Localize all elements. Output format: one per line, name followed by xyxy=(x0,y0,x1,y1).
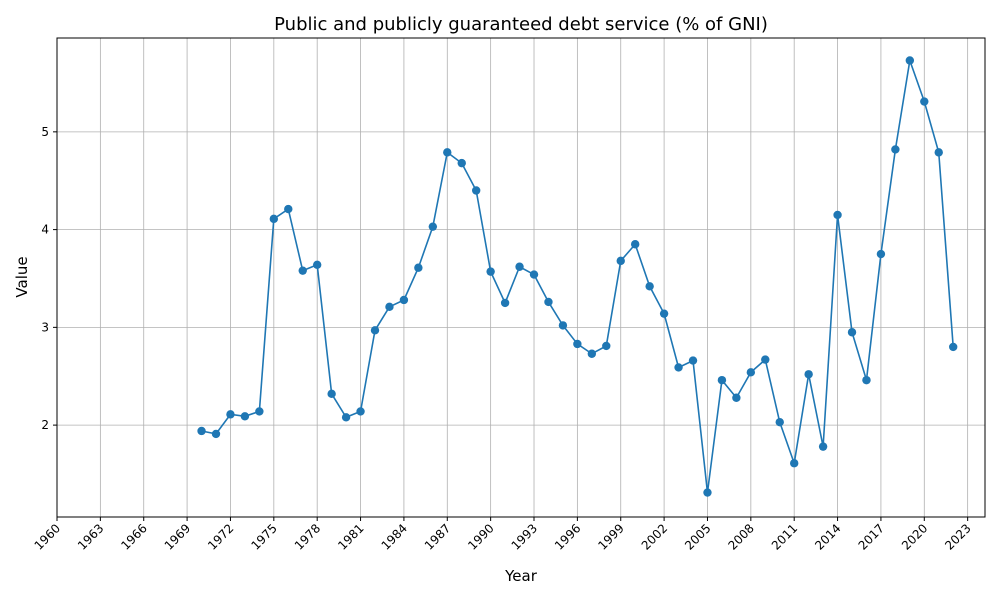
data-point xyxy=(197,426,206,436)
data-point xyxy=(298,266,307,275)
x-tick-label: 1963 xyxy=(75,521,106,552)
x-tick-label: 1975 xyxy=(248,521,279,552)
data-point xyxy=(833,210,842,220)
x-tick-label: 2008 xyxy=(725,521,756,552)
data-point xyxy=(486,267,495,276)
data-point xyxy=(587,349,597,358)
chart-title: Public and publicly guaranteed debt serv… xyxy=(274,14,768,35)
x-tick-label: 1996 xyxy=(552,521,583,552)
x-tick-label: 1981 xyxy=(335,521,366,552)
data-point xyxy=(905,56,915,65)
data-point xyxy=(341,413,351,422)
data-point xyxy=(226,410,235,419)
x-tick-label: 2017 xyxy=(856,521,887,552)
data-point xyxy=(515,262,524,271)
x-tick-label: 1987 xyxy=(422,521,453,552)
x-tick-label: 1984 xyxy=(379,521,410,552)
data-point xyxy=(356,407,365,416)
y-tick-label: 5 xyxy=(41,125,49,139)
data-point xyxy=(703,488,712,497)
grid-lines xyxy=(56,38,985,517)
data-point xyxy=(920,97,929,106)
data-point xyxy=(804,370,813,379)
data-point xyxy=(616,256,625,266)
data-point xyxy=(847,328,857,337)
x-tick-label: 1960 xyxy=(32,521,63,552)
data-point xyxy=(312,260,322,269)
x-tick-label: 2014 xyxy=(812,521,843,552)
data-point xyxy=(240,412,250,421)
y-tick-label: 3 xyxy=(41,320,49,334)
data-point xyxy=(717,375,727,385)
data-point xyxy=(529,270,539,279)
data-point xyxy=(891,145,900,154)
x-tick-label: 1969 xyxy=(162,521,193,552)
data-point xyxy=(790,459,799,468)
data-point xyxy=(674,363,683,372)
x-tick-label: 2023 xyxy=(942,521,973,552)
data-point xyxy=(573,339,582,349)
data-point xyxy=(399,295,409,305)
x-tick-label: 2005 xyxy=(682,521,713,552)
data-point xyxy=(327,389,336,399)
plot-area-frame xyxy=(56,37,986,518)
data-point xyxy=(255,407,264,416)
data-point xyxy=(457,158,466,168)
x-axis-label: Year xyxy=(504,567,538,585)
x-tick-label: 1978 xyxy=(292,521,323,552)
data-point xyxy=(775,417,784,427)
data-point xyxy=(862,375,871,385)
data-point xyxy=(630,240,640,249)
data-point xyxy=(428,222,438,231)
data-point xyxy=(602,341,611,351)
y-axis: 2 3 4 5 xyxy=(41,125,57,432)
x-tick-label: 2011 xyxy=(769,521,800,552)
data-point xyxy=(269,214,279,224)
data-point xyxy=(558,321,568,330)
data-series xyxy=(197,56,958,497)
data-point xyxy=(818,442,828,451)
y-tick-label: 4 xyxy=(41,223,49,237)
data-point xyxy=(443,148,452,157)
x-tick-label: 1993 xyxy=(509,521,540,552)
y-tick-label: 2 xyxy=(41,418,49,432)
data-point xyxy=(949,342,958,352)
data-point xyxy=(876,249,886,259)
data-point xyxy=(284,204,293,214)
data-point xyxy=(934,148,943,157)
x-tick-label: 1966 xyxy=(118,521,149,552)
data-point xyxy=(746,368,756,377)
data-point xyxy=(370,326,380,335)
data-point xyxy=(544,297,553,307)
data-point xyxy=(761,355,770,364)
data-point xyxy=(211,429,221,439)
data-point xyxy=(500,298,510,308)
x-tick-label: 1990 xyxy=(465,521,496,552)
data-point xyxy=(385,302,394,312)
y-axis-label: Value xyxy=(13,256,31,297)
x-tick-label: 1999 xyxy=(595,521,626,552)
data-point xyxy=(414,263,423,272)
data-point xyxy=(471,186,481,195)
x-tick-label: 2002 xyxy=(639,521,670,552)
data-point xyxy=(732,393,741,402)
x-tick-label: 2020 xyxy=(899,521,930,552)
data-point xyxy=(659,309,669,318)
data-point xyxy=(645,282,654,291)
x-axis: 1960 1963 1966 1969 1972 1975 1978 1981 1984 1987… xyxy=(32,517,974,553)
data-point xyxy=(688,356,698,365)
x-tick-label: 1972 xyxy=(205,521,236,552)
